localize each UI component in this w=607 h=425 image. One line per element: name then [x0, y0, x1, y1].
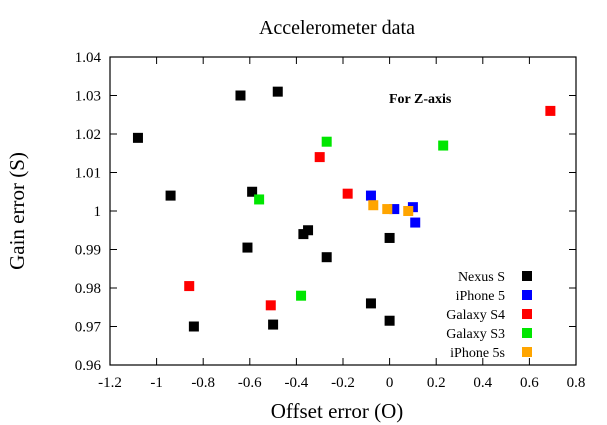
data-point-nexus-s — [272, 86, 283, 97]
x-tick-label: -1 — [150, 375, 163, 391]
data-point-iphone-5s — [368, 200, 379, 211]
x-tick-label: -1.2 — [98, 375, 122, 391]
data-point-nexus-s — [247, 186, 258, 197]
x-tick-label: -0.4 — [285, 375, 309, 391]
data-point-nexus-s — [188, 321, 199, 332]
y-tick-label: 1.02 — [75, 127, 101, 143]
y-tick-label: 1.01 — [75, 166, 101, 182]
x-tick-label: 0.6 — [520, 375, 539, 391]
y-tick-label: 0.98 — [75, 281, 101, 297]
data-point-galaxy-s3 — [438, 140, 449, 151]
legend: Nexus S iPhone 5 Galaxy S4 Galaxy S3 iPhone … — [446, 270, 532, 361]
plot-frame — [109, 56, 577, 366]
x-axis-label: Offset error (O) — [271, 399, 404, 423]
x-tick-label: 0 — [386, 375, 394, 391]
y-tick-label: 1.03 — [75, 89, 101, 105]
data-point-galaxy-s4 — [314, 152, 325, 163]
y-tick-label: 1 — [94, 204, 102, 220]
data-point-galaxy-s3 — [321, 136, 332, 147]
x-tick-label: 0.2 — [427, 375, 446, 391]
data-point-galaxy-s4 — [545, 105, 556, 116]
data-point-iphone-5 — [410, 217, 421, 228]
data-point-nexus-s — [365, 298, 376, 309]
data-point-nexus-s — [384, 315, 395, 326]
data-point-iphone-5 — [365, 190, 376, 201]
data-point-nexus-s — [235, 90, 246, 101]
x-tick-label: -0.2 — [331, 375, 355, 391]
data-point-galaxy-s4 — [342, 188, 353, 199]
x-tick-label: -0.6 — [238, 375, 262, 391]
legend-label-galaxy-s4: Galaxy S4 — [446, 308, 505, 323]
legend-swatch-galaxy-s3 — [522, 328, 532, 338]
legend-swatch-galaxy-s4 — [522, 309, 532, 319]
y-tick-label: 0.97 — [75, 320, 102, 336]
data-point-nexus-s — [165, 190, 176, 201]
legend-swatch-nexus-s — [522, 271, 532, 281]
x-tick-label: 0.8 — [567, 375, 586, 391]
legend-swatch-iphone-5s — [522, 347, 532, 357]
legend-label-nexus-s: Nexus S — [458, 270, 505, 285]
data-point-iphone-5s — [382, 204, 393, 215]
data-point-galaxy-s4 — [184, 281, 195, 292]
legend-label-galaxy-s3: Galaxy S3 — [446, 327, 505, 342]
y-tick-label: 0.96 — [75, 358, 102, 374]
y-tick-label: 0.99 — [75, 243, 101, 259]
data-point-nexus-s — [384, 232, 395, 243]
data-point-galaxy-s3 — [254, 194, 265, 205]
data-point-galaxy-s3 — [296, 290, 307, 301]
chart-title: Accelerometer data — [259, 17, 415, 39]
annotation-label: For Z-axis — [389, 92, 452, 107]
data-point-nexus-s — [268, 319, 279, 330]
x-tick-label: -0.8 — [191, 375, 215, 391]
legend-label-iphone-5s: iPhone 5s — [450, 346, 505, 361]
y-tick-label: 1.04 — [75, 50, 102, 66]
data-point-nexus-s — [242, 242, 253, 253]
data-point-iphone-5s — [403, 206, 414, 216]
data-point-nexus-s — [321, 252, 332, 263]
data-point-galaxy-s4 — [265, 300, 276, 311]
y-axis-label: Gain error (S) — [5, 152, 29, 270]
legend-swatch-iphone-5 — [522, 290, 532, 300]
data-point-nexus-s — [132, 132, 143, 143]
legend-label-iphone-5: iPhone 5 — [456, 289, 505, 304]
data-point-iphone-5 — [389, 204, 400, 215]
data-point-nexus-s — [303, 225, 314, 236]
x-tick-label: 0.4 — [473, 375, 492, 391]
